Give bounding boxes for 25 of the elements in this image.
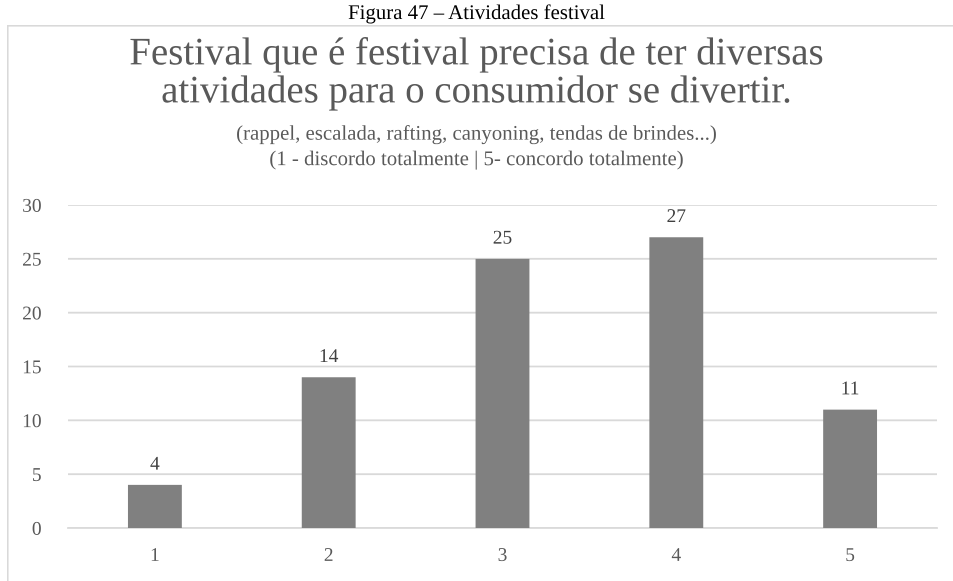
y-tick-label: 0 bbox=[32, 522, 41, 535]
chart-title: Festival que é festival precisa de ter diversas atividades para o consumidor se divertir. bbox=[130, 37, 822, 111]
data-label: 14 bbox=[320, 349, 338, 362]
data-label: 27 bbox=[667, 209, 686, 222]
data-label: 25 bbox=[494, 230, 512, 244]
x-tick-label: 2 bbox=[324, 548, 332, 561]
bar bbox=[128, 484, 182, 528]
x-tick-label: 3 bbox=[498, 548, 507, 562]
y-tick-label: 20 bbox=[23, 306, 41, 320]
text: Figura 47 – Atividades festival bbox=[348, 4, 605, 24]
y-tick-label: 5 bbox=[33, 468, 41, 482]
x-tick-label: 1 bbox=[152, 548, 159, 561]
y-tick-label: 25 bbox=[23, 252, 41, 266]
chart-subtitle: (rappel, escalada, rafting, canyoning, tendas de brindes...) (1 - discordo totalmente | 5- concordo totalmente) bbox=[237, 125, 716, 170]
bar bbox=[649, 237, 704, 528]
y-tick-label: 30 bbox=[23, 198, 41, 212]
y-tick-label: 10 bbox=[24, 414, 41, 428]
bar bbox=[823, 410, 878, 528]
bar bbox=[302, 377, 356, 528]
x-tick-label: 5 bbox=[846, 548, 854, 562]
bar bbox=[476, 258, 530, 528]
data-label: 11 bbox=[842, 381, 858, 394]
data-label: 4 bbox=[150, 456, 160, 470]
x-tick-label: 4 bbox=[672, 548, 681, 561]
y-tick-label: 15 bbox=[24, 360, 41, 374]
